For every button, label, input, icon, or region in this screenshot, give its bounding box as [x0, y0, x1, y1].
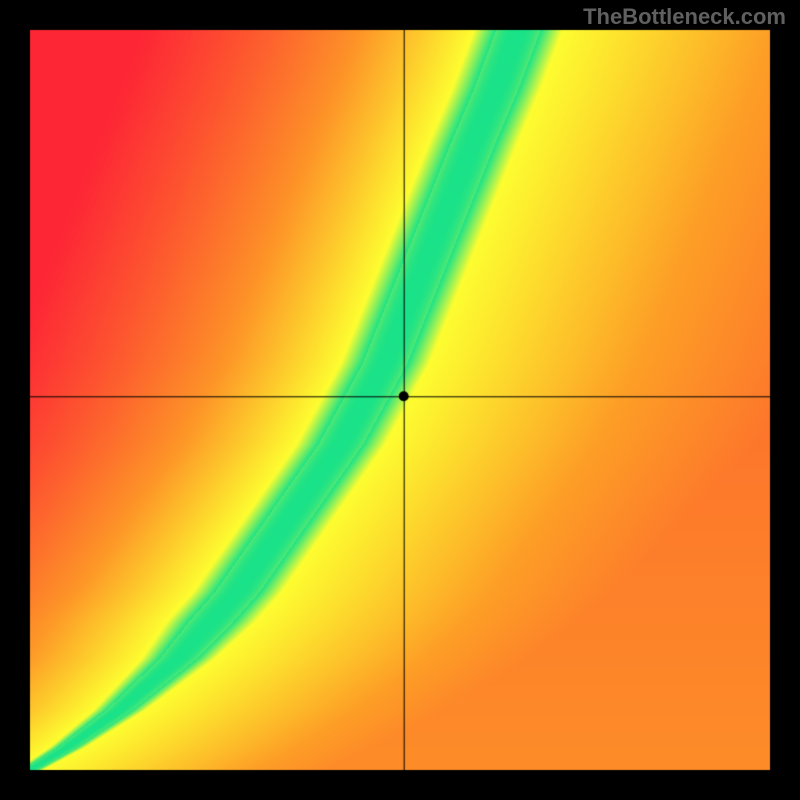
chart-container: TheBottleneck.com [0, 0, 800, 800]
watermark-text: TheBottleneck.com [583, 4, 786, 30]
heatmap-canvas [0, 0, 800, 800]
